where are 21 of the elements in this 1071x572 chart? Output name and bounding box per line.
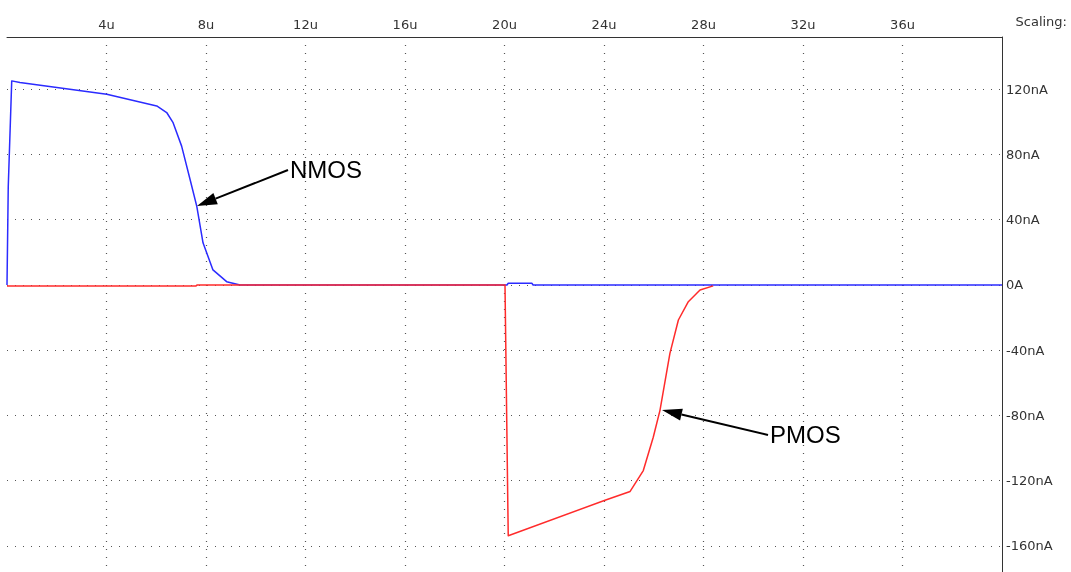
y-tick-label: -160nA [1006, 538, 1053, 554]
x-tick-label: 4u [98, 17, 115, 32]
line-series [6, 284, 714, 537]
x-tick-label: 16u [392, 17, 418, 32]
y-tick-label: 120nA [1006, 81, 1049, 97]
x-tick-label: 28u [691, 17, 716, 32]
x-tick-label: 12u [293, 17, 318, 32]
annotation: PMOS [770, 421, 841, 448]
y-tick-label: -80nA [1006, 407, 1045, 423]
x-tick-label: 32u [790, 17, 816, 32]
text: Scaling: [1015, 13, 1067, 29]
annotation: NMOS [290, 156, 362, 183]
x-tick-label: 20u [492, 17, 517, 32]
y-tick-label: -120nA [1006, 473, 1053, 489]
y-tick-label: 80nA [1006, 146, 1040, 162]
x-tick-label: 8u [197, 17, 215, 32]
y-tick-label: 40nA [1006, 212, 1040, 228]
x-tick-label: 36u [890, 17, 915, 32]
x-tick-label: 24u [591, 17, 617, 32]
y-tick-label: -40nA [1006, 342, 1045, 358]
y-tick-label: 0A [1006, 277, 1024, 293]
